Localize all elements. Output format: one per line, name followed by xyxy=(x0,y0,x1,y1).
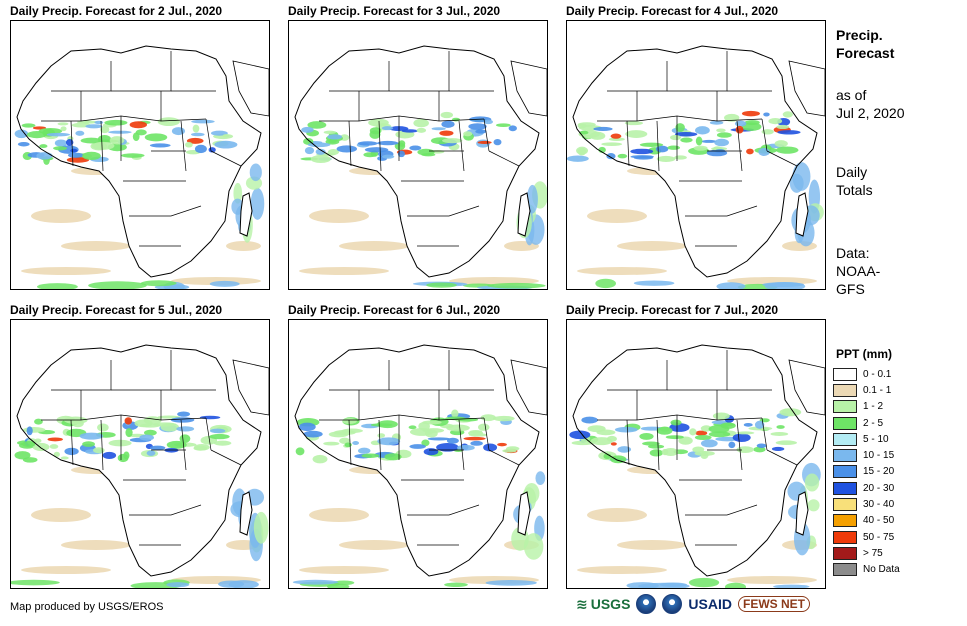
precip-map xyxy=(566,20,826,290)
forecast-panel-jul-5: Daily Precip. Forecast for 5 Jul., 2020 xyxy=(10,303,270,589)
panel-title: Daily Precip. Forecast for 4 Jul., 2020 xyxy=(566,4,779,18)
data-source-line: NOAA- xyxy=(836,263,881,279)
totals-label: Daily Totals xyxy=(836,163,873,199)
legend-item: > 75 xyxy=(833,545,953,561)
side-heading: Precip. Forecast xyxy=(836,26,894,62)
fews-net-logo: FEWS NET xyxy=(737,596,810,612)
legend-item: 2 - 5 xyxy=(833,415,953,431)
usgs-wave-icon: ≋ xyxy=(576,595,588,612)
legend-label: > 75 xyxy=(863,547,883,559)
legend-item: 20 - 30 xyxy=(833,480,953,496)
legend: 0 - 0.1 0.1 - 1 1 - 2 2 - 5 5 - 10 10 - 15 15 … xyxy=(833,366,953,578)
logo-strip: ≋ USGS USAID FEWS NET xyxy=(576,594,810,614)
usgs-logo-text: USGS xyxy=(590,596,631,612)
legend-swatch xyxy=(833,514,857,528)
legend-swatch xyxy=(833,367,857,381)
legend-swatch xyxy=(833,530,857,544)
panel-title: Daily Precip. Forecast for 2 Jul., 2020 xyxy=(10,4,223,18)
precip-map xyxy=(288,319,548,589)
precip-map xyxy=(10,20,270,290)
as-of-date: as of Jul 2, 2020 xyxy=(836,86,905,122)
panel-title: Daily Precip. Forecast for 7 Jul., 2020 xyxy=(566,303,779,317)
panel-title: Daily Precip. Forecast for 5 Jul., 2020 xyxy=(10,303,223,317)
precip-map xyxy=(566,319,826,589)
usaid-logo: USAID xyxy=(688,596,732,612)
legend-label: 0 - 0.1 xyxy=(863,368,892,380)
legend-swatch xyxy=(833,465,857,479)
legend-label: 5 - 10 xyxy=(863,433,889,445)
heading-line: Forecast xyxy=(836,45,895,61)
legend-label: 20 - 30 xyxy=(863,482,895,494)
precip-map xyxy=(10,319,270,589)
as-of-value: Jul 2, 2020 xyxy=(836,105,905,121)
heading-line: Precip. xyxy=(836,27,883,43)
data-source-line: Data: xyxy=(836,245,870,261)
legend-label: 40 - 50 xyxy=(863,515,895,527)
legend-swatch xyxy=(833,416,857,430)
legend-item: 30 - 40 xyxy=(833,496,953,512)
legend-item: 0.1 - 1 xyxy=(833,382,953,398)
legend-item: 0 - 0.1 xyxy=(833,366,953,382)
forecast-panel-jul-2: Daily Precip. Forecast for 2 Jul., 2020 xyxy=(10,4,270,290)
forecast-panel-jul-7: Daily Precip. Forecast for 7 Jul., 2020 xyxy=(566,303,826,589)
legend-swatch xyxy=(833,546,857,560)
legend-item: 10 - 15 xyxy=(833,447,953,463)
legend-swatch xyxy=(833,449,857,463)
legend-swatch xyxy=(833,400,857,414)
legend-item: 5 - 10 xyxy=(833,431,953,447)
forecast-panel-jul-6: Daily Precip. Forecast for 6 Jul., 2020 xyxy=(288,303,548,589)
legend-item: 15 - 20 xyxy=(833,464,953,480)
legend-label: 0.1 - 1 xyxy=(863,384,892,396)
legend-label: 30 - 40 xyxy=(863,499,895,511)
legend-label: 15 - 20 xyxy=(863,466,895,478)
panel-title: Daily Precip. Forecast for 6 Jul., 2020 xyxy=(288,303,501,317)
forecast-panel-jul-4: Daily Precip. Forecast for 4 Jul., 2020 xyxy=(566,4,826,290)
legend-label: 2 - 5 xyxy=(863,417,884,429)
usgs-logo: ≋ USGS xyxy=(576,596,630,613)
map-credit: Map produced by USGS/EROS xyxy=(10,601,164,613)
legend-item: 1 - 2 xyxy=(833,399,953,415)
totals-line: Daily xyxy=(836,164,868,180)
legend-title: PPT (mm) xyxy=(836,347,893,361)
legend-swatch xyxy=(833,498,857,512)
legend-item: 40 - 50 xyxy=(833,513,953,529)
panel-title: Daily Precip. Forecast for 3 Jul., 2020 xyxy=(288,4,501,18)
as-of-label: as of xyxy=(836,87,867,103)
forecast-panel-jul-3: Daily Precip. Forecast for 3 Jul., 2020 xyxy=(288,4,548,290)
legend-label: No Data xyxy=(863,564,900,576)
legend-label: 1 - 2 xyxy=(863,401,884,413)
usaid-seal-icon xyxy=(662,594,683,614)
legend-swatch xyxy=(833,563,857,577)
data-source: Data: NOAA- GFS xyxy=(836,244,880,298)
precip-map xyxy=(288,20,548,290)
legend-item: No Data xyxy=(833,562,953,578)
legend-swatch xyxy=(833,481,857,495)
noaa-seal-icon xyxy=(636,594,657,614)
legend-swatch xyxy=(833,383,857,397)
legend-label: 10 - 15 xyxy=(863,450,895,462)
legend-item: 50 - 75 xyxy=(833,529,953,545)
legend-swatch xyxy=(833,432,857,446)
data-source-line: GFS xyxy=(836,281,865,297)
totals-line: Totals xyxy=(836,182,873,198)
legend-label: 50 - 75 xyxy=(863,531,895,543)
